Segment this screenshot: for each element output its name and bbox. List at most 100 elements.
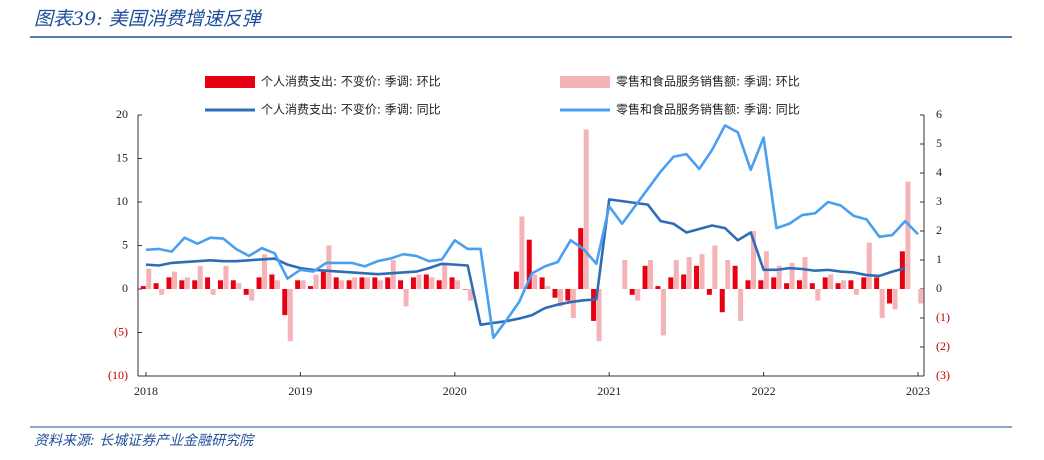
bar bbox=[230, 280, 236, 289]
y2-tick-label: (3) bbox=[936, 368, 950, 382]
bar bbox=[333, 277, 339, 289]
bar bbox=[784, 283, 790, 289]
bar bbox=[815, 289, 821, 301]
bar bbox=[545, 286, 551, 289]
y-tick-label: (10) bbox=[108, 368, 128, 382]
bar bbox=[841, 280, 847, 289]
bar bbox=[802, 257, 808, 289]
bar bbox=[217, 280, 223, 289]
bar bbox=[776, 265, 782, 289]
bar bbox=[243, 289, 249, 295]
bar bbox=[455, 280, 461, 289]
y2-tick-label: 0 bbox=[936, 281, 942, 295]
y2-tick-label: (2) bbox=[936, 339, 950, 353]
y-tick-label: (5) bbox=[114, 324, 128, 338]
bar bbox=[410, 277, 416, 289]
bar bbox=[166, 277, 172, 289]
bar bbox=[423, 274, 429, 289]
legend-label: 零售和食品服务销售额: 季调: 环比 bbox=[616, 74, 800, 89]
line bbox=[145, 198, 906, 326]
bar bbox=[197, 265, 203, 289]
bar bbox=[140, 286, 146, 289]
bar bbox=[513, 271, 519, 289]
bar bbox=[557, 289, 563, 307]
x-tick-label: 2023 bbox=[906, 384, 930, 398]
bar bbox=[532, 274, 538, 289]
legend-label: 个人消费支出: 不变价: 季调: 同比 bbox=[261, 102, 441, 117]
bar bbox=[398, 280, 404, 289]
bar bbox=[686, 257, 692, 289]
bar bbox=[712, 245, 718, 289]
y2-tick-label: 1 bbox=[936, 252, 942, 266]
x-tick-label: 2018 bbox=[134, 384, 158, 398]
bar bbox=[828, 274, 834, 289]
bar bbox=[648, 260, 654, 289]
bar bbox=[300, 280, 306, 289]
bar bbox=[526, 239, 532, 289]
bar bbox=[313, 274, 319, 289]
bar bbox=[326, 245, 332, 289]
bar bbox=[591, 289, 597, 321]
bar bbox=[159, 289, 165, 295]
bar bbox=[879, 289, 885, 318]
x-tick-label: 2020 bbox=[443, 384, 467, 398]
bar bbox=[171, 271, 177, 289]
bar bbox=[732, 265, 738, 289]
bar bbox=[359, 277, 365, 289]
bar bbox=[874, 277, 880, 289]
bar bbox=[249, 289, 255, 301]
bar bbox=[853, 289, 859, 295]
bar bbox=[282, 289, 288, 316]
bar bbox=[596, 289, 602, 342]
bar bbox=[436, 280, 442, 289]
bar bbox=[809, 283, 815, 289]
bar bbox=[694, 265, 700, 289]
bar bbox=[771, 277, 777, 289]
bar bbox=[429, 277, 435, 289]
bar bbox=[635, 289, 641, 301]
bar bbox=[236, 283, 242, 289]
bar bbox=[758, 280, 764, 289]
bar bbox=[256, 277, 262, 289]
bar bbox=[570, 289, 576, 318]
bar bbox=[655, 286, 661, 289]
y2-tick-label: 6 bbox=[936, 107, 942, 121]
bar bbox=[796, 280, 802, 289]
bar bbox=[262, 254, 268, 289]
y2-tick-label: 4 bbox=[936, 165, 942, 179]
bar bbox=[892, 289, 898, 310]
bar bbox=[519, 216, 525, 289]
y2-tick-label: 5 bbox=[936, 136, 942, 150]
chart-title: 图表39: 美国消费增速反弹 bbox=[34, 8, 263, 30]
bar bbox=[789, 262, 795, 289]
y-tick-label: 10 bbox=[116, 194, 128, 208]
bar bbox=[848, 280, 854, 289]
bar bbox=[308, 286, 314, 289]
bar bbox=[403, 289, 409, 307]
bar bbox=[274, 280, 280, 289]
bar bbox=[416, 274, 422, 289]
bar bbox=[745, 280, 751, 289]
bar bbox=[146, 268, 152, 289]
bar bbox=[364, 277, 370, 289]
bar bbox=[699, 254, 705, 289]
bar bbox=[750, 231, 756, 289]
line bbox=[145, 124, 919, 340]
y-tick-label: 15 bbox=[116, 150, 128, 164]
bar bbox=[223, 265, 229, 289]
x-tick-label: 2022 bbox=[752, 384, 776, 398]
bar bbox=[467, 289, 473, 301]
bar bbox=[866, 242, 872, 289]
bar bbox=[179, 280, 185, 289]
bar bbox=[346, 280, 352, 289]
y2-tick-label: (1) bbox=[936, 310, 950, 324]
bar bbox=[385, 277, 391, 289]
bar bbox=[442, 262, 448, 289]
bar bbox=[462, 289, 468, 290]
bar bbox=[372, 277, 378, 289]
x-tick-label: 2021 bbox=[597, 384, 621, 398]
bar bbox=[738, 289, 744, 321]
bar bbox=[377, 280, 383, 289]
x-tick-label: 2019 bbox=[288, 384, 312, 398]
